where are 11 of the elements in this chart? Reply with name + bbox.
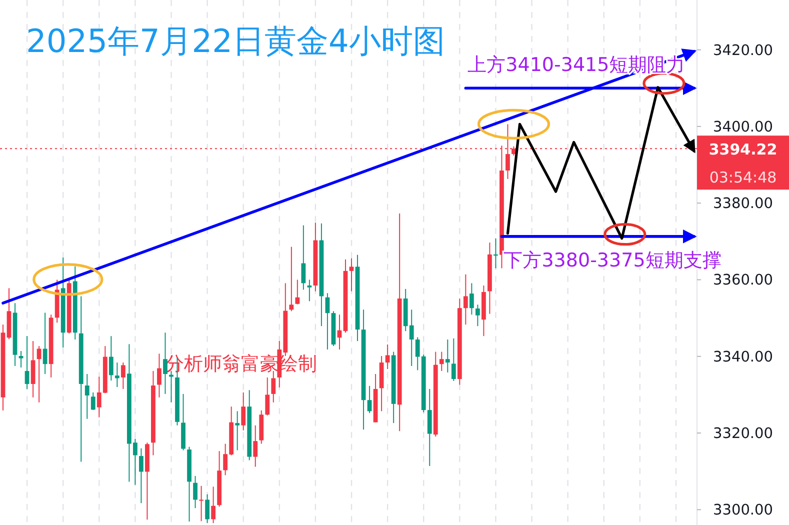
y-tick-label: 3320.00 — [713, 426, 773, 442]
y-tick-label: 3380.00 — [713, 196, 773, 212]
y-tick-label: 3340.00 — [713, 349, 773, 366]
y-tick-label: 3420.00 — [713, 42, 773, 59]
text: 03:54:48 — [709, 168, 777, 187]
y-tick-label: 3400.00 — [713, 119, 773, 136]
y-tick-label: 3360.00 — [713, 272, 773, 289]
text: 2025年7月22日黄金4小时图 — [26, 22, 445, 60]
y-tick-label: 3300.00 — [713, 502, 773, 519]
annotation: 下方3380-3375短期支撑 — [504, 249, 722, 272]
ref-line-label: 3394.22 — [708, 140, 778, 159]
